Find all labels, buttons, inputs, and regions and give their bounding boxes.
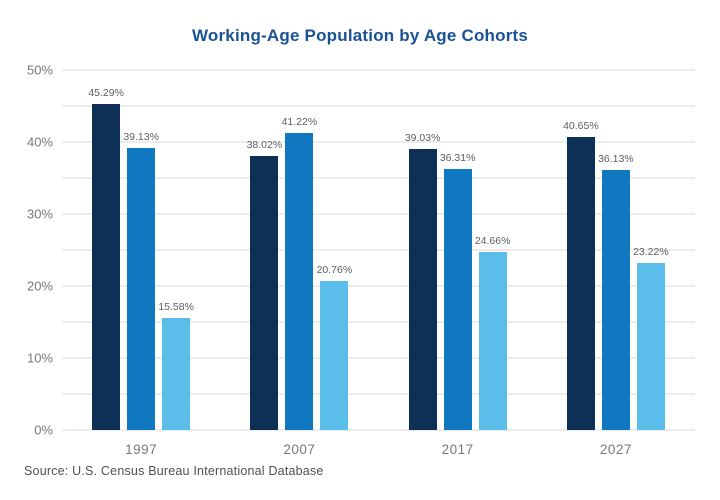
bar-value-label: 38.02%: [246, 139, 283, 152]
bar-value-label: 36.13%: [598, 152, 634, 165]
bar-value-label: 41.22%: [281, 116, 318, 129]
bar-value-label: 15.58%: [158, 300, 194, 313]
bar-group-2017: 39.03% 36.31% 24.66% 2017: [379, 70, 537, 457]
bar-series-2-2027: 36.13%: [598, 153, 634, 430]
gridline: [62, 357, 695, 359]
y-axis-tick-label: 50%: [26, 62, 53, 78]
y-axis-tick-label: 30%: [26, 206, 53, 222]
gridline: [62, 213, 695, 215]
bar-value-label: 23.22%: [633, 245, 669, 258]
gridline: [62, 249, 695, 251]
bar-value-label: 45.29%: [88, 86, 124, 99]
gridline: [62, 429, 695, 431]
gridline: [62, 393, 695, 395]
bar-groups: 45.29% 39.13% 15.58% 1997 38.02% 41.22% 20.76%…: [62, 70, 695, 457]
source-note: Source: U.S. Census Bureau International…: [24, 464, 324, 478]
x-axis-label-1997: 1997: [125, 442, 158, 457]
bar-group-1997: 45.29% 39.13% 15.58% 1997: [62, 70, 220, 457]
bar-series-1-2007: 38.02%: [247, 139, 282, 430]
bar-series-1-2027: 40.65%: [563, 120, 599, 430]
gridline: [62, 141, 695, 143]
bar-series-2-2007: 41.22%: [282, 116, 317, 430]
gridline: [62, 321, 695, 323]
bar-group-2027: 40.65% 36.13% 23.22% 2027: [537, 70, 695, 457]
bar-series-3-1997: 15.58%: [158, 301, 194, 430]
bar-value-label: 39.03%: [404, 131, 441, 144]
bar-series-3-2017: 24.66%: [475, 235, 510, 430]
bar-group-2007: 38.02% 41.22% 20.76% 2007: [220, 70, 378, 457]
bar-value-label: 36.31%: [439, 151, 476, 164]
gridline: [62, 285, 695, 287]
y-axis-tick-label: 40%: [26, 134, 53, 150]
bar-series-2-2017: 36.31%: [440, 152, 475, 430]
plot-area: 0% 10% 20% 30% 40% 50% 45.29% 39.13% 15.58% 1997 3…: [27, 63, 695, 457]
y-axis-tick-label: 10%: [26, 350, 53, 366]
x-axis-label-2027: 2027: [599, 442, 632, 457]
bar-series-1-1997: 45.29%: [88, 87, 124, 430]
bar-series-3-2007: 20.76%: [317, 264, 352, 430]
bar-series-3-2027: 23.22%: [633, 246, 669, 430]
bar-value-label: 39.13%: [123, 131, 159, 144]
gridline: [62, 105, 695, 107]
bar-value-label: 40.65%: [563, 120, 599, 133]
y-axis-tick-label: 0%: [34, 422, 53, 438]
x-axis-label-2007: 2007: [283, 442, 316, 457]
gridline: [62, 69, 695, 71]
bar-series-2-1997: 39.13%: [123, 131, 159, 430]
gridline: [62, 177, 695, 179]
chart-title: Working-Age Population by Age Cohorts: [191, 26, 529, 45]
bar-value-label: 24.66%: [474, 235, 511, 248]
bar-series-1-2017: 39.03%: [405, 132, 440, 430]
x-axis-label-2017: 2017: [441, 442, 474, 457]
bar-value-label: 20.76%: [316, 263, 353, 276]
y-axis-tick-label: 20%: [26, 278, 53, 294]
